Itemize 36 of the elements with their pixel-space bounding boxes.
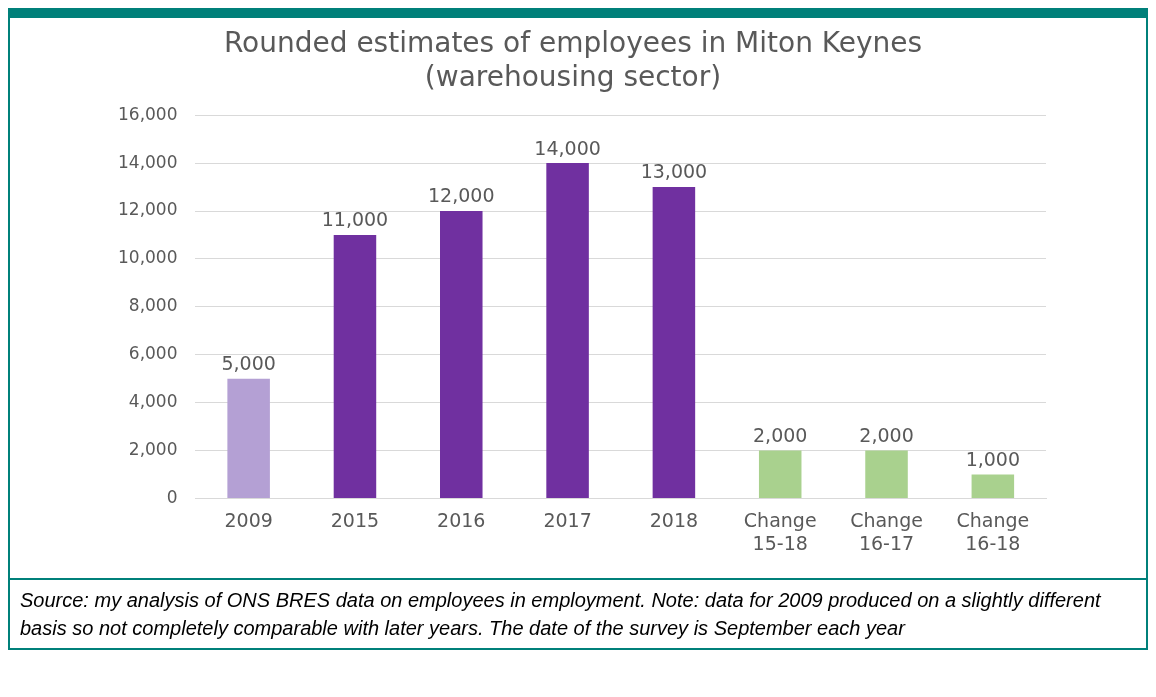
bar [652, 187, 696, 498]
data-label: 12,000 [428, 184, 495, 207]
x-tick-label: Change 15-18 [743, 508, 817, 554]
bar [333, 234, 377, 498]
bar [971, 474, 1015, 498]
x-tick-label: 2016 [437, 508, 486, 531]
x-tick-label: Change 16-18 [956, 508, 1030, 554]
y-tick-label: 10,000 [118, 247, 178, 268]
x-tick-label: Change 16-17 [850, 508, 923, 554]
data-label: 5,000 [221, 352, 276, 375]
x-tick-label: 2017 [543, 508, 592, 531]
y-tick-label: 0 [166, 486, 178, 507]
x-tick-label: 2018 [649, 508, 699, 531]
y-tick-label: 14,000 [118, 151, 178, 172]
y-tick-label: 4,000 [128, 391, 178, 412]
x-tick-label: 2015 [330, 508, 380, 531]
text: (warehousing sector) [424, 59, 722, 93]
source-note: Source: my analysis of ONS BRES data on employees in employment. Note: data for 2009 produced on a slightly different basis so not completely comparable with later years. The date of the survey is September each year [20, 588, 1102, 641]
y-tick-label: 8,000 [128, 295, 178, 316]
bar [758, 450, 802, 498]
x-tick-label: 2009 [224, 508, 273, 531]
y-tick-label: 2,000 [128, 438, 178, 459]
bar [227, 378, 270, 498]
data-label: 2,000 [859, 423, 914, 446]
data-label: 14,000 [534, 136, 601, 159]
text: Rounded estimates of employees in Miton Keynes [223, 26, 923, 60]
y-tick-label: 6,000 [128, 343, 178, 364]
y-tick-label: 16,000 [118, 103, 178, 124]
data-label: 13,000 [640, 160, 708, 183]
data-label: 2,000 [753, 423, 808, 446]
bar [546, 163, 589, 498]
bar [440, 211, 483, 498]
data-label: 11,000 [321, 208, 389, 231]
y-tick-label: 12,000 [118, 199, 178, 220]
bar [865, 450, 908, 498]
data-label: 1,000 [965, 447, 1021, 470]
